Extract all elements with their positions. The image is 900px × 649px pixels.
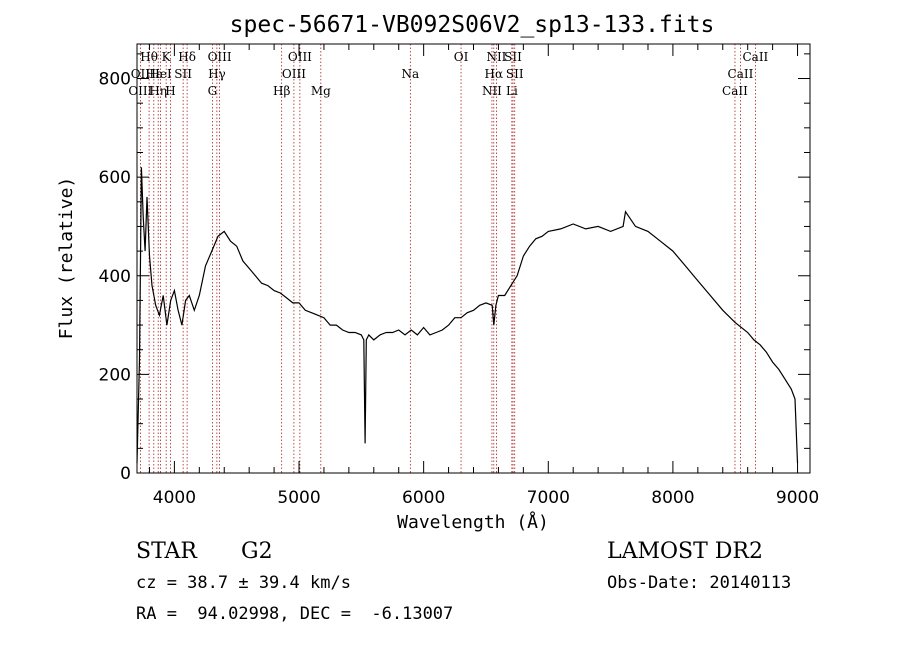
y-tick-label-4: 800 bbox=[99, 70, 131, 90]
line-label-5: HeI bbox=[149, 67, 172, 81]
line-label-0: Hθ bbox=[140, 50, 158, 64]
y-tick-label-0: 0 bbox=[120, 464, 131, 484]
y-axis-label: Flux (relative) bbox=[56, 177, 77, 340]
x-tick-label-3: 7000 bbox=[527, 488, 570, 508]
x-tick-label-2: 6000 bbox=[402, 488, 445, 508]
y-tick-label-3: 600 bbox=[99, 168, 131, 188]
line-label-10: OIII bbox=[208, 50, 232, 64]
x-tick-label-5: 9000 bbox=[776, 488, 819, 508]
line-label-1: OII bbox=[131, 67, 151, 81]
line-label-9: SII bbox=[174, 67, 192, 81]
obs-date: Obs-Date: 20140113 bbox=[607, 573, 792, 593]
x-tick-label-4: 8000 bbox=[651, 488, 694, 508]
line-label-7: H bbox=[165, 84, 175, 98]
object-subclass: G2 bbox=[241, 539, 273, 564]
line-label-19: NII bbox=[486, 50, 506, 64]
chart-title: spec-56671-VB092S06V2_sp13-133.fits bbox=[230, 12, 715, 38]
line-label-24: Li bbox=[506, 84, 518, 98]
redshift-cz: cz = 38.7 ± 39.4 km/s bbox=[136, 573, 351, 593]
spectral-line-markers bbox=[140, 44, 756, 473]
line-label-8: Hδ bbox=[178, 50, 196, 64]
line-label-23: NII bbox=[482, 84, 502, 98]
x-tick-label-1: 5000 bbox=[277, 488, 320, 508]
line-label-4: Hε bbox=[145, 67, 162, 81]
line-label-26: CaII bbox=[728, 67, 754, 81]
y-tick-label-1: 200 bbox=[99, 365, 131, 385]
line-label-14: OIII bbox=[282, 67, 306, 81]
line-label-21: Hα bbox=[485, 67, 504, 81]
object-class: STAR bbox=[136, 539, 197, 564]
coordinates: RA = 94.02998, DEC = -6.13007 bbox=[136, 604, 454, 624]
line-label-13: OIII bbox=[288, 50, 312, 64]
x-axis-label: Wavelength (Å) bbox=[397, 511, 549, 533]
plot-frame bbox=[136, 43, 811, 474]
line-label-15: Hβ bbox=[273, 84, 290, 98]
line-label-2: OIII bbox=[128, 84, 152, 98]
line-label-3: K bbox=[162, 50, 172, 64]
survey-name: LAMOST DR2 bbox=[607, 539, 763, 564]
axes: 4000 5000 6000 7000 8000 9000 0 200 400 600 800 bbox=[99, 44, 819, 508]
y-tick-label-2: 400 bbox=[99, 267, 131, 287]
line-label-17: Na bbox=[401, 67, 419, 81]
spectrum-line bbox=[136, 167, 799, 464]
line-label-27: CaII bbox=[722, 84, 748, 98]
line-label-18: OI bbox=[454, 50, 469, 64]
line-label-22: SII bbox=[506, 67, 524, 81]
line-label-12: G bbox=[208, 84, 218, 98]
line-label-11: Hγ bbox=[208, 67, 226, 81]
line-label-20: SII bbox=[504, 50, 522, 64]
line-label-16: Mg bbox=[311, 84, 331, 98]
line-label-6: Hη bbox=[149, 84, 167, 98]
x-tick-label-0: 4000 bbox=[153, 488, 196, 508]
line-label-25: CaII bbox=[742, 50, 768, 64]
